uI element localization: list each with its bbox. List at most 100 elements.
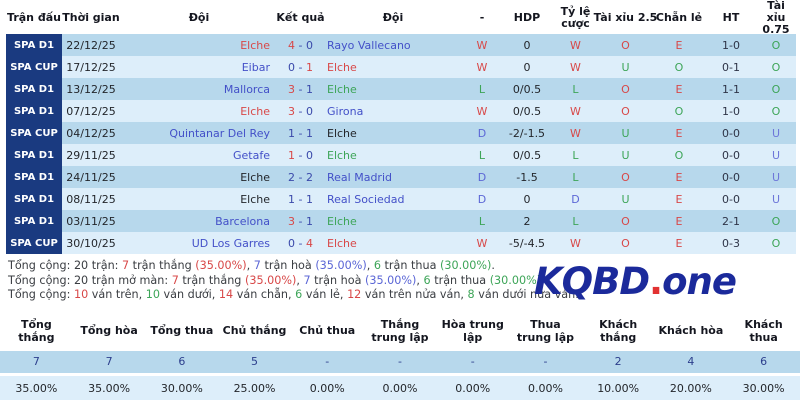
result-letter: D xyxy=(477,170,487,184)
score: 1 - 0 xyxy=(288,148,313,162)
odds-result: W xyxy=(570,236,581,250)
stats-count-cell: 5 xyxy=(251,355,259,369)
stats-header-cell: Hòa trung lập xyxy=(441,317,504,344)
over-under-075-result: O xyxy=(771,236,781,250)
league-badge: SPA D1 xyxy=(6,166,62,188)
logo-dot: . xyxy=(649,260,663,303)
result-letter: L xyxy=(478,214,486,228)
result-letter: L xyxy=(478,148,486,162)
header-halftime: HT xyxy=(722,11,740,24)
stats-percent-cell: 35.00% xyxy=(88,381,131,395)
halftime-score: 1-1 xyxy=(722,82,740,96)
league-badge: SPA D1 xyxy=(6,210,62,232)
home-team: Quintanar Del Rey xyxy=(169,126,270,140)
match-date: 22/12/25 xyxy=(66,38,116,52)
score: 3 - 1 xyxy=(288,82,313,96)
header-league: Trận đấu xyxy=(7,11,61,24)
stats-count-cell: - xyxy=(325,355,330,369)
stats-count-cell: 6 xyxy=(760,355,768,369)
match-date: 13/12/25 xyxy=(66,82,116,96)
stats-counts-row: 7 7 6 5 - - - - 2 4 6 xyxy=(0,350,800,373)
over-under-25-result: U xyxy=(621,148,630,162)
match-date: 24/11/25 xyxy=(66,170,116,184)
even-odd-result: O xyxy=(674,60,684,74)
handicap-value: -5/-4.5 xyxy=(508,236,546,250)
over-under-075-result: O xyxy=(771,104,781,118)
result-letter: W xyxy=(476,60,488,74)
odds-result: W xyxy=(570,38,581,52)
summary-line: Tổng cộng: 20 trận: 7 trận thắng (35.00%… xyxy=(8,259,495,272)
handicap-value: 0/0.5 xyxy=(512,82,542,96)
even-odd-result: E xyxy=(675,236,683,250)
over-under-075-result: O xyxy=(771,82,781,96)
league-badge: SPA CUP xyxy=(6,122,62,144)
handicap-value: 2 xyxy=(523,214,531,228)
over-under-25-result: O xyxy=(621,82,630,96)
halftime-score: 0-0 xyxy=(722,192,740,206)
over-under-25-result: O xyxy=(621,236,630,250)
result-letter: W xyxy=(476,104,488,118)
header-over-under-25: Tài xỉu 2.5 xyxy=(593,11,658,24)
league-badge: SPA D1 xyxy=(6,188,62,210)
match-date: 29/11/25 xyxy=(66,148,116,162)
result-letter: L xyxy=(478,82,486,96)
odds-result: L xyxy=(572,148,579,162)
score: 2 - 2 xyxy=(288,170,313,184)
halftime-score: 1-0 xyxy=(722,104,740,118)
halftime-score: 1-0 xyxy=(722,38,740,52)
match-row: SPA D1 08/11/25 Elche 1 - 1 Real Sociedad D 0 D… xyxy=(6,188,796,210)
home-team: Eibar xyxy=(241,60,270,74)
away-team: Elche xyxy=(327,148,357,162)
header-over-under-075: Tài xỉu 0.75 xyxy=(762,0,790,36)
score: 0 - 4 xyxy=(288,236,313,250)
home-team: Mallorca xyxy=(223,82,270,96)
halftime-score: 0-1 xyxy=(722,60,740,74)
header-away-team: Đội xyxy=(382,11,404,24)
even-odd-result: E xyxy=(675,82,683,96)
home-team: Elche xyxy=(240,104,270,118)
even-odd-result: E xyxy=(675,192,683,206)
match-row: SPA D1 24/11/25 Elche 2 - 2 Real Madrid D -1.5… xyxy=(6,166,796,188)
stats-percent-cell: 10.00% xyxy=(597,381,640,395)
result-letter: W xyxy=(476,236,488,250)
over-under-075-result: O xyxy=(771,60,781,74)
handicap-value: -1.5 xyxy=(516,170,538,184)
header-even-odd: Chẵn lẻ xyxy=(655,11,703,24)
summary-line: Tổng cộng: 20 trận mở màn: 7 trận thắng … xyxy=(8,273,545,287)
even-odd-result: O xyxy=(674,148,684,162)
stats-count-cell: 7 xyxy=(105,355,113,369)
header-odds: Tỷ lệ cược xyxy=(560,5,591,30)
league-badge: SPA D1 xyxy=(6,34,62,56)
handicap-value: 0 xyxy=(523,60,531,74)
home-team: Elche xyxy=(240,170,270,184)
odds-result: L xyxy=(572,82,579,96)
home-team: Elche xyxy=(240,38,270,52)
over-under-25-result: U xyxy=(621,192,630,206)
handicap-value: 0 xyxy=(523,192,531,206)
odds-result: W xyxy=(570,126,581,140)
over-under-25-result: O xyxy=(621,214,630,228)
away-team: Elche xyxy=(327,236,357,250)
stats-percent-cell: 0.00% xyxy=(382,381,418,395)
odds-result: L xyxy=(572,214,579,228)
stats-count-cell: - xyxy=(470,355,475,369)
stats-count-cell: 2 xyxy=(614,355,622,369)
match-date: 30/10/25 xyxy=(66,236,116,250)
halftime-score: 0-0 xyxy=(722,148,740,162)
over-under-075-result: U xyxy=(771,148,781,162)
match-row: SPA D1 03/11/25 Barcelona 3 - 1 Elche L 2 L O E 2-… xyxy=(6,210,796,232)
stats-header-cell: Thua trung lập xyxy=(516,317,574,344)
stats-percent-cell: 25.00% xyxy=(233,381,276,395)
stats-percent-cell: 35.00% xyxy=(15,381,58,395)
league-badge: SPA D1 xyxy=(6,144,62,166)
stats-percent-cell: 30.00% xyxy=(160,381,203,395)
away-team: Elche xyxy=(327,60,357,74)
match-history-table: Trận đấu Thời gian Đội Kết quả Đội - HDP… xyxy=(6,0,796,254)
over-under-25-result: O xyxy=(621,170,630,184)
league-badge: SPA D1 xyxy=(6,78,62,100)
stats-header-cell: Tổng thắng xyxy=(18,317,55,344)
logo-text-primary: KQBD xyxy=(534,260,650,303)
stats-header-cell: Thắng trung lập xyxy=(371,317,429,344)
home-team: Getafe xyxy=(233,148,270,162)
handicap-value: -2/-1.5 xyxy=(508,126,546,140)
